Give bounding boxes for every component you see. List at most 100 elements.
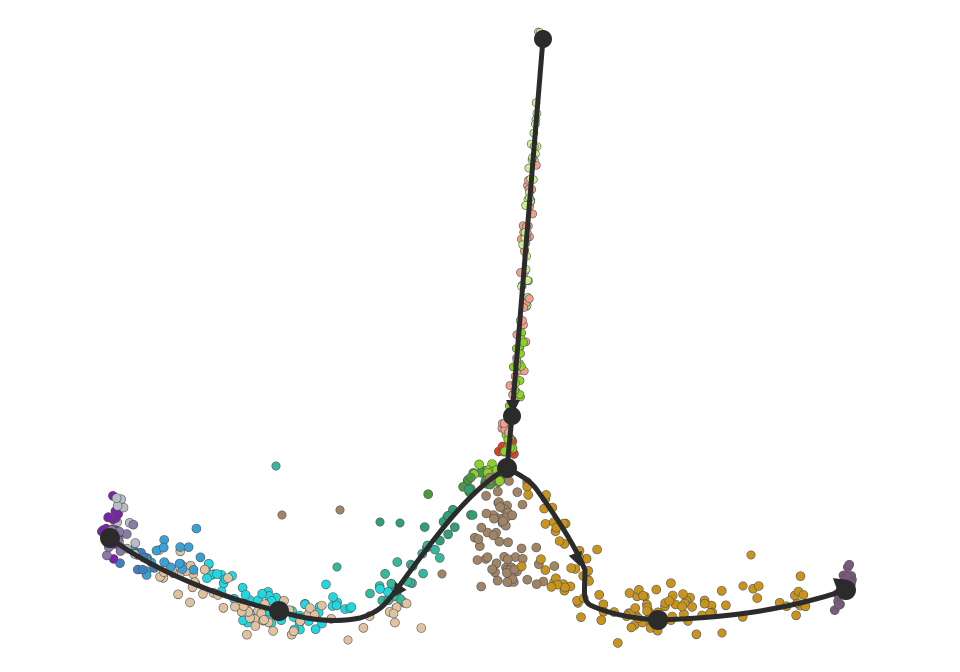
cell-point — [130, 538, 141, 548]
cell-point — [507, 510, 518, 521]
cell-point — [365, 588, 375, 599]
cell-point — [536, 554, 546, 565]
cell-point — [554, 536, 565, 546]
cell-point — [268, 626, 278, 636]
node-right-middle — [648, 610, 668, 630]
cell-point — [304, 603, 315, 613]
cell-point — [158, 542, 169, 553]
cell-point — [188, 564, 199, 575]
cell-point — [753, 581, 764, 591]
cell-point — [833, 599, 844, 610]
cell-point — [159, 557, 169, 568]
cell-point — [495, 502, 505, 512]
cell-point — [540, 565, 551, 575]
cell-point — [482, 552, 493, 563]
cell-point — [476, 522, 487, 533]
cell-point — [540, 519, 551, 529]
cell-point — [795, 571, 806, 582]
cell-points — [97, 27, 857, 648]
cell-point — [489, 513, 499, 524]
cell-point — [630, 603, 641, 613]
cell-point — [699, 598, 710, 609]
arrow-left-branch — [392, 581, 407, 598]
cell-point — [678, 589, 688, 599]
cell-point — [191, 523, 202, 534]
cell-point — [626, 622, 637, 633]
node-left-end — [100, 528, 120, 548]
cell-point — [388, 608, 399, 619]
cell-point — [375, 517, 385, 527]
cell-point — [531, 579, 542, 590]
cell-point — [516, 561, 527, 572]
cell-point — [375, 584, 385, 594]
node-branch-point — [497, 458, 517, 478]
cell-point — [103, 512, 114, 522]
cell-point — [492, 486, 503, 497]
cell-point — [212, 569, 222, 579]
cell-point — [651, 584, 662, 595]
cell-point — [476, 581, 487, 592]
cell-point — [502, 577, 513, 587]
cell-point — [419, 522, 430, 532]
cell-point — [798, 590, 809, 600]
cell-point — [512, 487, 523, 498]
cell-point — [277, 510, 287, 520]
cell-point — [128, 519, 139, 530]
cell-point — [473, 534, 484, 544]
cell-point — [487, 564, 497, 575]
cell-point — [721, 600, 731, 611]
edge-left-upper — [276, 465, 510, 623]
cell-point — [430, 544, 440, 555]
cell-point — [332, 562, 342, 572]
cell-point — [566, 563, 577, 573]
cell-point — [576, 612, 586, 623]
cell-point — [546, 581, 557, 592]
cell-point — [242, 629, 252, 640]
cell-point — [257, 588, 268, 599]
cell-point — [488, 530, 499, 541]
cell-point — [137, 564, 148, 575]
cell-point — [321, 579, 331, 590]
cell-point — [335, 505, 345, 515]
cell-point — [202, 573, 212, 584]
edge-left-lower — [107, 535, 282, 614]
trajectory-nodes — [100, 30, 856, 630]
cell-point — [328, 592, 338, 602]
arrow-right-branch — [568, 550, 582, 567]
direction-arrows — [392, 400, 849, 598]
cell-point — [523, 490, 534, 500]
cell-point — [437, 569, 447, 579]
edge-right-upper — [504, 465, 661, 623]
cell-point — [434, 553, 445, 563]
cell-point — [183, 542, 194, 553]
cell-point — [481, 508, 492, 519]
cell-point — [638, 590, 648, 601]
cell-point — [467, 510, 478, 520]
cell-point — [102, 550, 112, 561]
cell-point — [664, 596, 675, 606]
node-right-end — [836, 580, 856, 600]
cell-point — [791, 610, 801, 621]
cell-point — [746, 550, 756, 560]
cell-point — [465, 472, 476, 483]
cell-point — [173, 589, 183, 600]
cell-point — [691, 629, 702, 640]
cell-point — [516, 543, 527, 554]
cell-point — [111, 493, 122, 503]
cell-point — [498, 516, 508, 526]
cell-point — [259, 615, 269, 625]
cell-point — [230, 601, 240, 612]
edge-right-lower — [655, 587, 849, 623]
cell-point — [358, 622, 369, 633]
cell-point — [752, 593, 763, 603]
cell-point — [492, 575, 503, 586]
cell-point — [549, 561, 560, 571]
cell-point — [343, 635, 353, 645]
cell-point — [418, 568, 428, 579]
cell-point — [392, 557, 403, 567]
node-root — [534, 30, 552, 48]
cell-point — [316, 600, 327, 611]
cell-point — [474, 459, 484, 470]
cell-point — [223, 573, 233, 583]
